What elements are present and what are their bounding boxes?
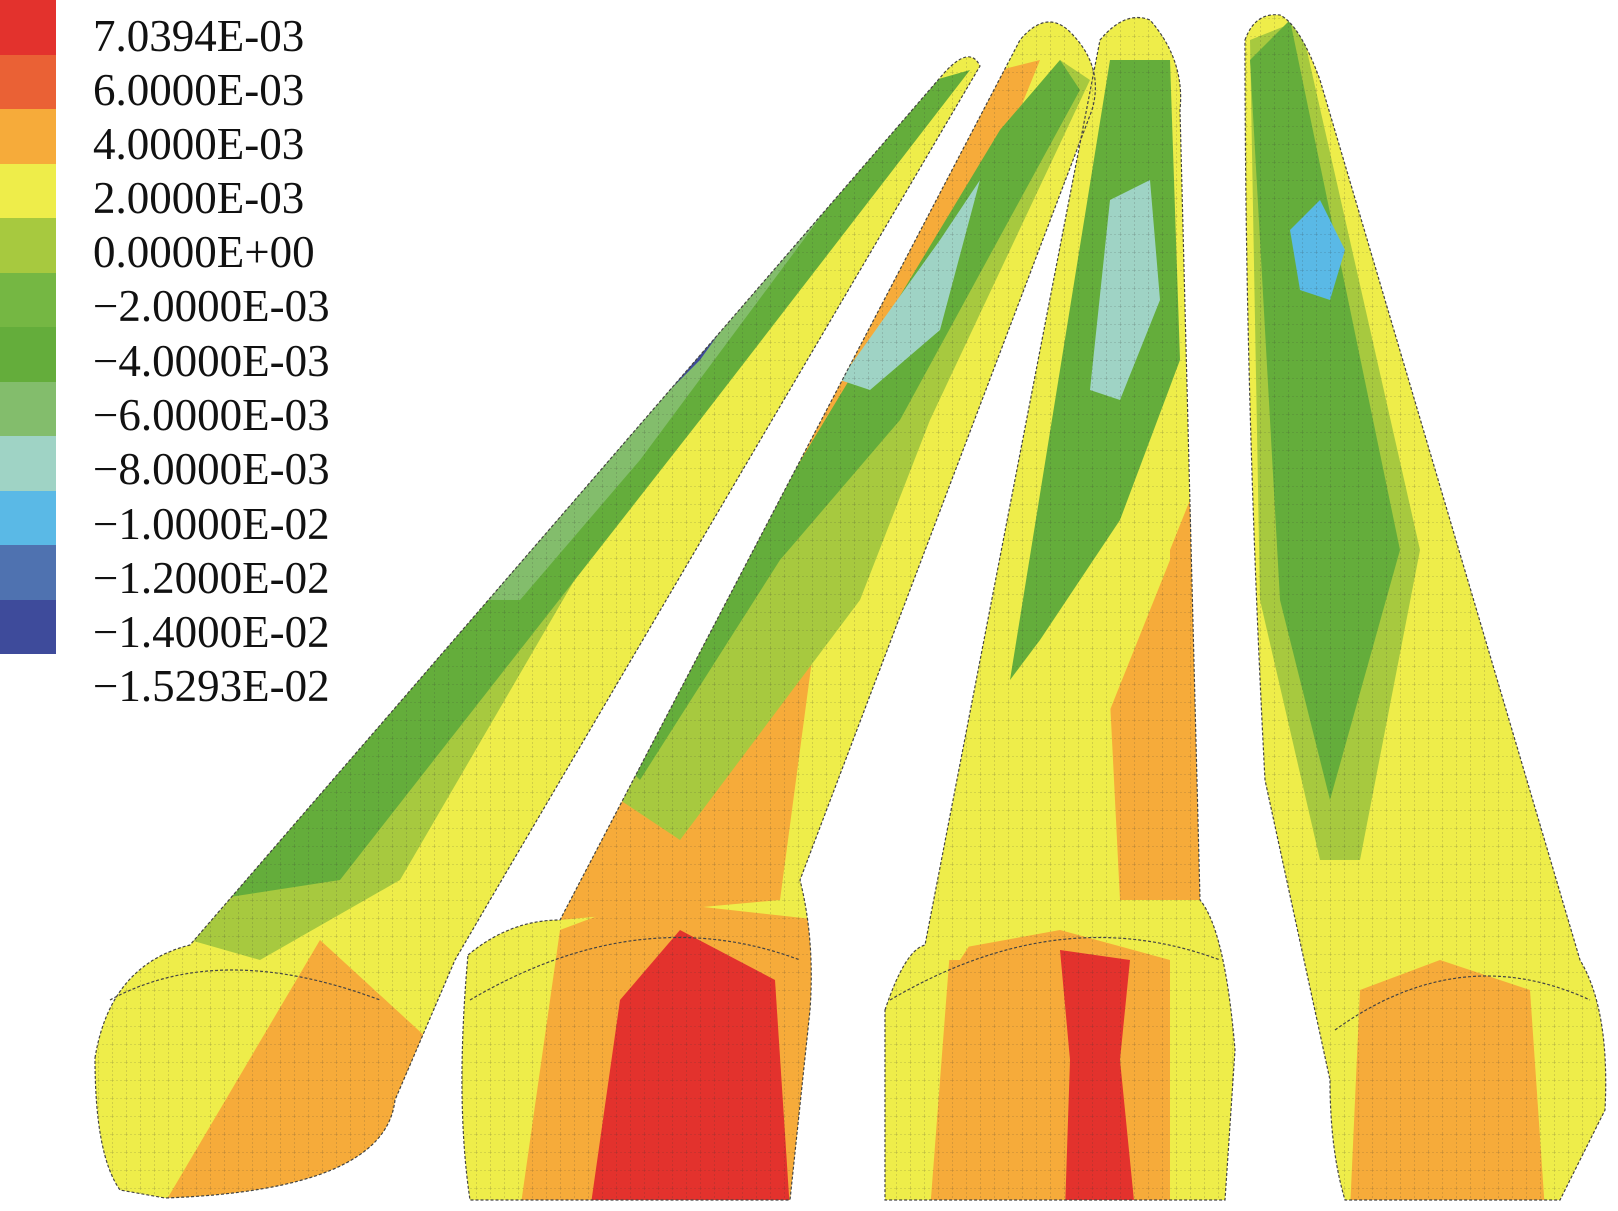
legend-swatch-6 — [0, 272, 56, 327]
tunnel-4-section-arc — [1334, 975, 1591, 1031]
legend-swatch-11 — [0, 545, 56, 600]
legend-swatch-4 — [0, 163, 56, 218]
tunnel-4-outline — [1244, 14, 1607, 1201]
tunnel-2-section-arc — [469, 936, 801, 1001]
legend-swatch-1 — [0, 0, 56, 55]
legend-swatch-9 — [0, 436, 56, 491]
legend-swatch-3 — [0, 109, 56, 164]
legend-swatch-8 — [0, 381, 56, 436]
legend-label-12: −1.4000E-02 — [93, 607, 330, 657]
legend-label-2: 6.0000E-03 — [93, 65, 305, 115]
color-legend: 7.0394E-03 6.0000E-03 4.0000E-03 2.0000E… — [0, 0, 380, 730]
legend-label-5: 0.0000E+00 — [93, 227, 315, 277]
legend-label-8: −6.0000E-03 — [93, 390, 330, 440]
legend-label-9: −8.0000E-03 — [93, 444, 330, 494]
tunnel-2-outline — [461, 21, 1096, 1201]
legend-swatch-2 — [0, 54, 56, 109]
legend-label-13: −1.5293E-02 — [93, 661, 330, 711]
legend-swatch-12 — [0, 599, 56, 654]
legend-label-1: 7.0394E-03 — [93, 11, 305, 61]
legend-swatch-5 — [0, 218, 56, 273]
legend-label-6: −2.0000E-03 — [93, 281, 330, 331]
legend-label-7: −4.0000E-03 — [93, 336, 330, 386]
tunnel-outlines — [94, 14, 1607, 1201]
legend-swatch-10 — [0, 490, 56, 545]
legend-label-3: 4.0000E-03 — [93, 119, 305, 169]
tunnel-3-outline — [884, 16, 1236, 1201]
tunnel-1-section-arc — [109, 969, 381, 1001]
legend-label-11: −1.2000E-02 — [93, 553, 330, 603]
tunnel-1-outline — [94, 56, 981, 1199]
legend-label-4: 2.0000E-03 — [93, 173, 305, 223]
tunnel-3-section-arc — [889, 936, 1221, 1001]
legend-swatch-7 — [0, 327, 56, 382]
legend-label-10: −1.0000E-02 — [93, 499, 330, 549]
